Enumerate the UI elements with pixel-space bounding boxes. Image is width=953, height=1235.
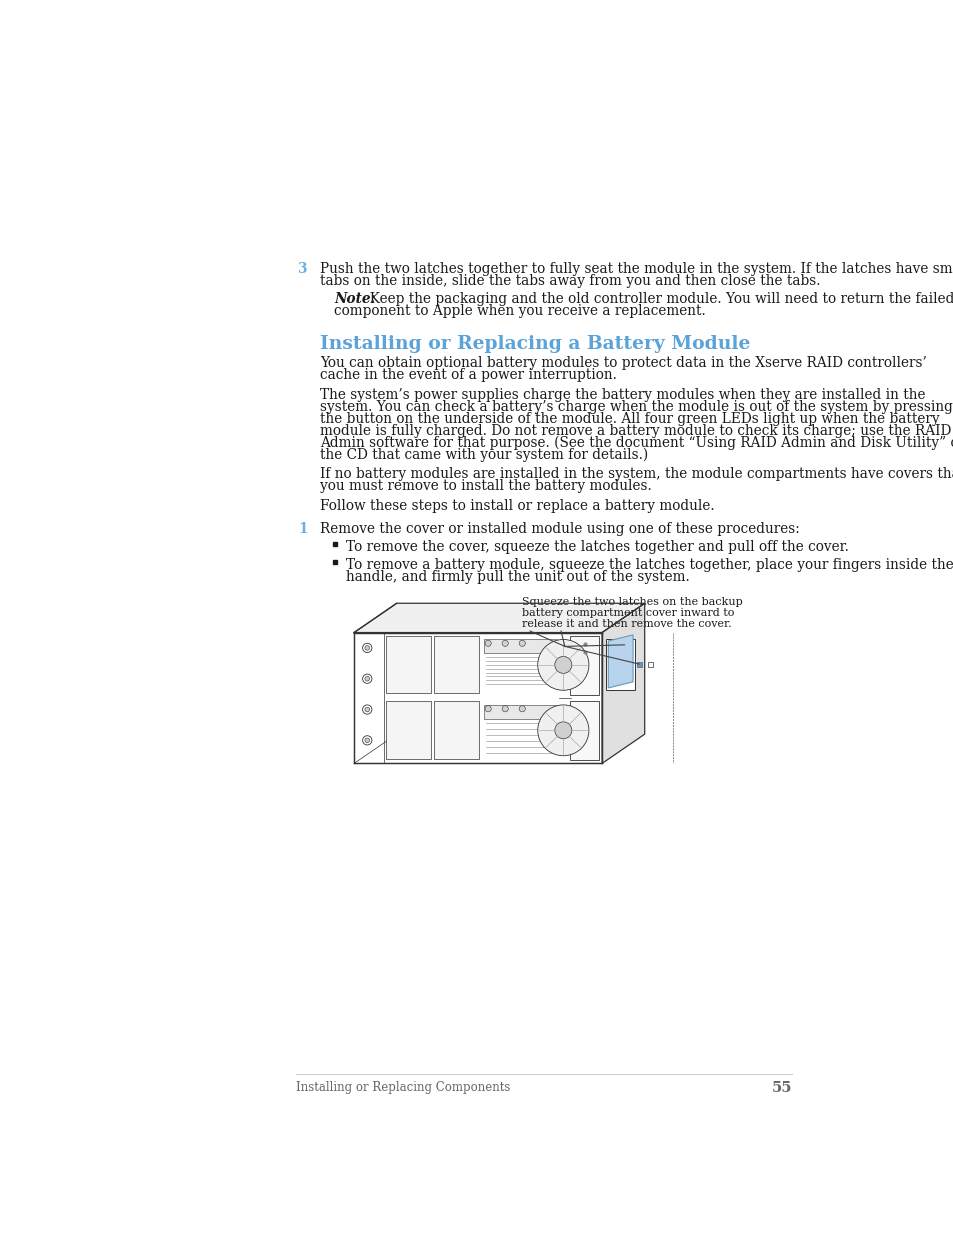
Circle shape (537, 705, 588, 756)
Circle shape (365, 677, 369, 680)
Polygon shape (354, 632, 601, 763)
Bar (569, 701, 598, 761)
Circle shape (362, 643, 372, 652)
Text: 3: 3 (298, 262, 308, 277)
Text: To remove a battery module, squeeze the latches together, place your fingers ins: To remove a battery module, squeeze the … (346, 558, 953, 572)
Circle shape (501, 705, 508, 711)
Circle shape (362, 674, 372, 683)
Text: 55: 55 (771, 1082, 791, 1095)
Text: 1: 1 (298, 521, 308, 536)
Circle shape (555, 721, 571, 739)
Text: To remove the cover, squeeze the latches together and pull off the cover.: To remove the cover, squeeze the latches… (346, 540, 848, 553)
Circle shape (518, 705, 525, 711)
Bar (385, 701, 431, 758)
Circle shape (365, 708, 369, 711)
Text: handle, and firmly pull the unit out of the system.: handle, and firmly pull the unit out of … (346, 569, 689, 584)
Bar (484, 640, 557, 653)
Circle shape (518, 640, 525, 646)
Text: Keep the packaging and the old controller module. You will need to return the fa: Keep the packaging and the old controlle… (360, 293, 953, 306)
Text: Admin software for that purpose. (See the document “Using RAID Admin and Disk Ut: Admin software for that purpose. (See th… (319, 436, 953, 451)
Circle shape (537, 640, 588, 690)
Polygon shape (608, 635, 633, 688)
Text: cache in the event of a power interruption.: cache in the event of a power interrupti… (319, 368, 617, 383)
Text: Push the two latches together to fully seat the module in the system. If the lat: Push the two latches together to fully s… (319, 262, 953, 277)
Text: Installing or Replacing Components: Installing or Replacing Components (295, 1082, 510, 1094)
Circle shape (362, 736, 372, 745)
Text: release it and then remove the cover.: release it and then remove the cover. (521, 619, 731, 629)
Text: Squeeze the two latches on the backup: Squeeze the two latches on the backup (521, 597, 742, 608)
Circle shape (484, 640, 491, 646)
Circle shape (555, 656, 571, 673)
Text: Follow these steps to install or replace a battery module.: Follow these steps to install or replace… (319, 499, 714, 513)
Polygon shape (601, 603, 644, 763)
Circle shape (365, 739, 369, 742)
Text: system. You can check a battery’s charge when the module is out of the system by: system. You can check a battery’s charge… (319, 400, 952, 414)
Text: The system’s power supplies charge the battery modules when they are installed i: The system’s power supplies charge the b… (319, 388, 924, 403)
Text: module is fully charged. Do not remove a battery module to check its charge; use: module is fully charged. Do not remove a… (319, 424, 950, 438)
Circle shape (365, 646, 369, 651)
Text: you must remove to install the battery modules.: you must remove to install the battery m… (319, 479, 651, 493)
Bar (434, 636, 478, 693)
Text: If no battery modules are installed in the system, the module compartments have : If no battery modules are installed in t… (319, 467, 953, 482)
Text: Installing or Replacing a Battery Module: Installing or Replacing a Battery Module (319, 335, 750, 353)
Bar (605, 638, 635, 690)
Bar (647, 662, 653, 667)
Text: the button on the underside of the module. All four green LEDs light up when the: the button on the underside of the modul… (319, 412, 939, 426)
Text: Note:: Note: (334, 293, 375, 306)
Text: tabs on the inside, slide the tabs away from you and then close the tabs.: tabs on the inside, slide the tabs away … (319, 274, 820, 288)
Text: Remove the cover or installed module using one of these procedures:: Remove the cover or installed module usi… (319, 521, 799, 536)
Bar (484, 705, 557, 719)
Circle shape (501, 640, 508, 646)
Text: battery compartment cover inward to: battery compartment cover inward to (521, 608, 734, 618)
Text: You can obtain optional battery modules to protect data in the Xserve RAID contr: You can obtain optional battery modules … (319, 357, 926, 370)
Bar (637, 662, 641, 667)
Text: component to Apple when you receive a replacement.: component to Apple when you receive a re… (334, 304, 705, 319)
Bar (569, 636, 598, 695)
Circle shape (484, 705, 491, 711)
Circle shape (362, 705, 372, 714)
Bar (434, 701, 478, 758)
Bar (385, 636, 431, 693)
Text: the CD that came with your system for details.): the CD that came with your system for de… (319, 448, 647, 462)
Polygon shape (354, 603, 644, 632)
